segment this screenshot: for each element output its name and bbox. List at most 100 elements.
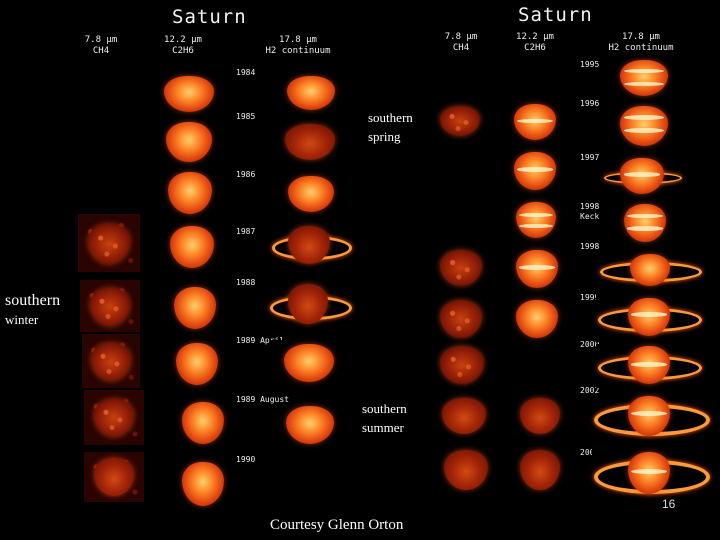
right-ch4-image-2002 bbox=[438, 396, 490, 436]
saturn-disk bbox=[440, 346, 484, 384]
right-year-label: 2002 bbox=[580, 386, 600, 395]
saturn-band bbox=[623, 172, 661, 177]
right-ch4-image-1999 bbox=[436, 298, 486, 340]
right-col-header-c2h6-species: C2H6 bbox=[524, 43, 546, 53]
right-h2-image-2002 bbox=[592, 394, 710, 440]
h2-image-1988 bbox=[270, 280, 352, 330]
right-ch4-image-2000 bbox=[436, 344, 488, 386]
saturn-band bbox=[623, 81, 665, 86]
saturn-disk bbox=[440, 106, 480, 136]
right-c2h6-image-1999 bbox=[512, 298, 562, 340]
left-col-header-ch4-species: CH4 bbox=[92, 46, 110, 56]
saturn-disk bbox=[628, 346, 670, 384]
saturn-disk bbox=[286, 406, 334, 444]
right-c2h6-image-1998 bbox=[512, 248, 562, 290]
saturn-disk bbox=[170, 226, 214, 268]
annotation-line: southern bbox=[362, 401, 407, 416]
right-col-header-ch4-species: CH4 bbox=[452, 43, 470, 53]
saturn-disk bbox=[516, 202, 556, 238]
right-year-label: 1996 bbox=[580, 99, 600, 108]
h2-image-1984 bbox=[275, 72, 347, 114]
left-col-header-h2-species: H2 continuum bbox=[265, 46, 331, 56]
ch4-image-1990 bbox=[84, 452, 144, 502]
right-year-label: 1998 Keck bbox=[580, 202, 600, 221]
right-panel-title: Saturn bbox=[518, 4, 593, 26]
h2-image-1986 bbox=[278, 172, 346, 216]
right-h2-image-2003 bbox=[592, 448, 710, 498]
saturn-band bbox=[631, 411, 667, 416]
saturn-band bbox=[519, 212, 553, 218]
saturn-disk bbox=[624, 204, 666, 242]
right-h2-image-1995 bbox=[612, 58, 676, 98]
annotation-line: spring bbox=[368, 129, 401, 144]
c2h6-image-1986 bbox=[162, 170, 218, 216]
saturn-disk bbox=[440, 300, 482, 338]
right-c2h6-image-1996 bbox=[510, 102, 560, 142]
right-ch4-image-1996 bbox=[436, 104, 484, 138]
saturn-disk bbox=[514, 104, 556, 140]
saturn-band bbox=[623, 128, 665, 133]
saturn-disk bbox=[94, 399, 134, 437]
right-h2-image-1999 bbox=[596, 294, 704, 342]
saturn-disk bbox=[620, 106, 668, 146]
saturn-band bbox=[631, 312, 667, 317]
right-col-header-c2h6-wavelength: 12.2 μm bbox=[516, 32, 554, 42]
saturn-band bbox=[519, 265, 555, 270]
saturn-disk bbox=[182, 402, 224, 444]
right-year-label: 1998 bbox=[580, 242, 600, 251]
saturn-disk bbox=[284, 344, 334, 382]
saturn-disk bbox=[182, 462, 224, 506]
left-col-header-ch4: 7.8 μm CH4 bbox=[66, 35, 136, 57]
saturn-disk bbox=[620, 60, 668, 96]
saturn-disk bbox=[442, 398, 486, 434]
saturn-band bbox=[631, 468, 667, 474]
saturn-disk bbox=[287, 76, 335, 110]
c2h6-image-1989-april bbox=[170, 340, 224, 388]
right-col-header-c2h6: 12.2 μm C2H6 bbox=[500, 32, 570, 54]
saturn-disk bbox=[168, 172, 212, 214]
saturn-disk bbox=[91, 343, 131, 381]
right-year-label: 1995 bbox=[580, 60, 600, 69]
slide-number: 16 bbox=[662, 497, 676, 511]
right-ch4-image-2003 bbox=[440, 446, 492, 492]
right-col-header-ch4: 7.8 μm CH4 bbox=[426, 32, 496, 54]
annotation-line: winter bbox=[5, 312, 39, 327]
right-year-label: 2000 bbox=[580, 340, 600, 349]
ch4-image-1989-august bbox=[84, 390, 144, 445]
saturn-band bbox=[517, 167, 553, 172]
right-h2-image-1998-keck bbox=[620, 202, 670, 244]
image-credit: Courtesy Glenn Orton bbox=[270, 517, 404, 533]
saturn-disk bbox=[90, 288, 130, 326]
right-c2h6-image-1997 bbox=[510, 150, 560, 192]
right-c2h6-image-2002 bbox=[516, 396, 564, 436]
saturn-disk bbox=[516, 300, 558, 338]
saturn-disk bbox=[514, 152, 556, 190]
c2h6-image-1985 bbox=[160, 120, 218, 164]
saturn-band bbox=[627, 213, 663, 219]
right-h2-image-1998 bbox=[598, 250, 704, 290]
saturn-band bbox=[623, 69, 665, 74]
saturn-disk bbox=[620, 158, 664, 194]
c2h6-image-1989-august bbox=[176, 398, 230, 448]
left-col-header-c2h6-species: C2H6 bbox=[172, 46, 194, 56]
left-year-label: 1989 April bbox=[236, 336, 285, 345]
left-col-header-ch4-wavelength: 7.8 μm bbox=[84, 35, 118, 45]
saturn-disk bbox=[288, 226, 330, 264]
left-year-label: 1988 bbox=[236, 278, 256, 287]
right-col-header-h2: 17.8 μm H2 continuum bbox=[596, 32, 686, 54]
left-year-label: 1986 bbox=[236, 170, 256, 179]
ch4-image-1988 bbox=[80, 280, 140, 332]
right-col-header-h2-species: H2 continuum bbox=[608, 43, 674, 53]
left-col-header-h2: 17.8 μm H2 continuum bbox=[248, 35, 348, 57]
h2-image-1989-april bbox=[270, 340, 350, 388]
saturn-disk bbox=[288, 176, 334, 212]
saturn-disk bbox=[520, 450, 560, 490]
saturn-disk bbox=[174, 287, 216, 329]
c2h6-image-1984 bbox=[160, 74, 218, 114]
h2-image-1985 bbox=[275, 120, 347, 164]
saturn-disk bbox=[285, 124, 335, 160]
right-col-header-h2-wavelength: 17.8 μm bbox=[622, 32, 660, 42]
saturn-band bbox=[623, 114, 665, 120]
annotation-southern-summer: southern summer bbox=[362, 399, 407, 437]
annotation-line: summer bbox=[362, 420, 404, 435]
